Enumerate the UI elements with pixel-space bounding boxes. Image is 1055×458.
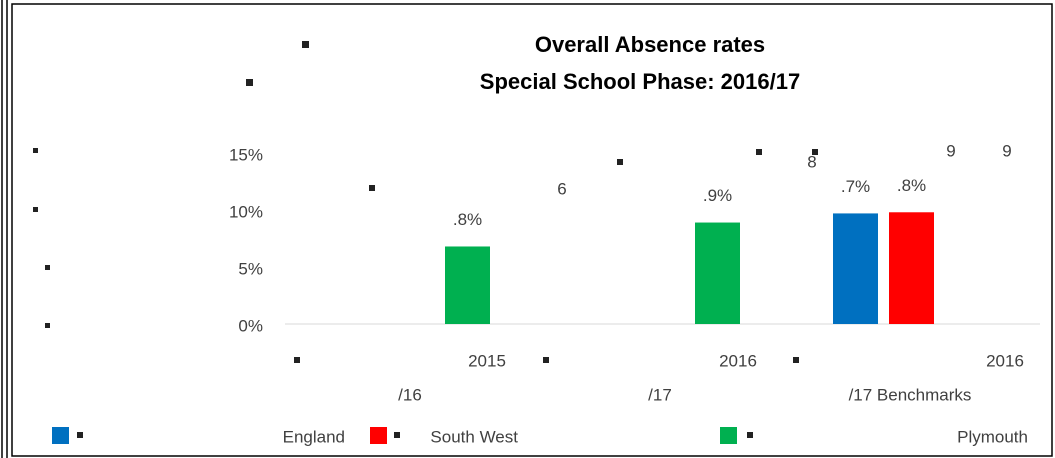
- x-tick-label: /17: [648, 385, 672, 404]
- data-label: .7%: [841, 177, 870, 196]
- x-tick-label: /17 Benchmarks: [849, 385, 972, 404]
- x-tick-label: 2016: [986, 351, 1024, 370]
- chart-subtitle: Special School Phase: 2016/17: [480, 69, 800, 94]
- data-label: .8%: [897, 176, 926, 195]
- legend-swatch: [370, 427, 387, 444]
- chart-title: Overall Absence rates: [535, 32, 765, 57]
- bar: [695, 222, 740, 324]
- y-tick-label: 15%: [229, 145, 263, 164]
- frame: [11, 3, 1053, 457]
- x-tick-label: /16: [398, 385, 422, 404]
- annotation: 6: [557, 179, 566, 198]
- y-tick-label: 5%: [238, 259, 263, 278]
- legend-label: Plymouth: [957, 427, 1028, 446]
- bar: [889, 212, 934, 324]
- data-label: .8%: [453, 210, 482, 229]
- legend-label: England: [283, 427, 345, 446]
- y-tick-label: 10%: [229, 202, 263, 221]
- data-label: .9%: [703, 186, 732, 205]
- annotation: 8: [807, 152, 816, 171]
- bar: [833, 213, 878, 324]
- x-tick-label: 2015: [468, 351, 506, 370]
- bullets: [33, 41, 818, 438]
- x-tick-label: 2016: [719, 351, 757, 370]
- annotation: 9: [946, 141, 955, 160]
- bar: [445, 246, 490, 324]
- annotation: 9: [1002, 141, 1011, 160]
- legend-swatch: [720, 427, 737, 444]
- y-tick-label: 0%: [238, 316, 263, 335]
- legend-label: South West: [430, 427, 518, 446]
- legend-swatch: [52, 427, 69, 444]
